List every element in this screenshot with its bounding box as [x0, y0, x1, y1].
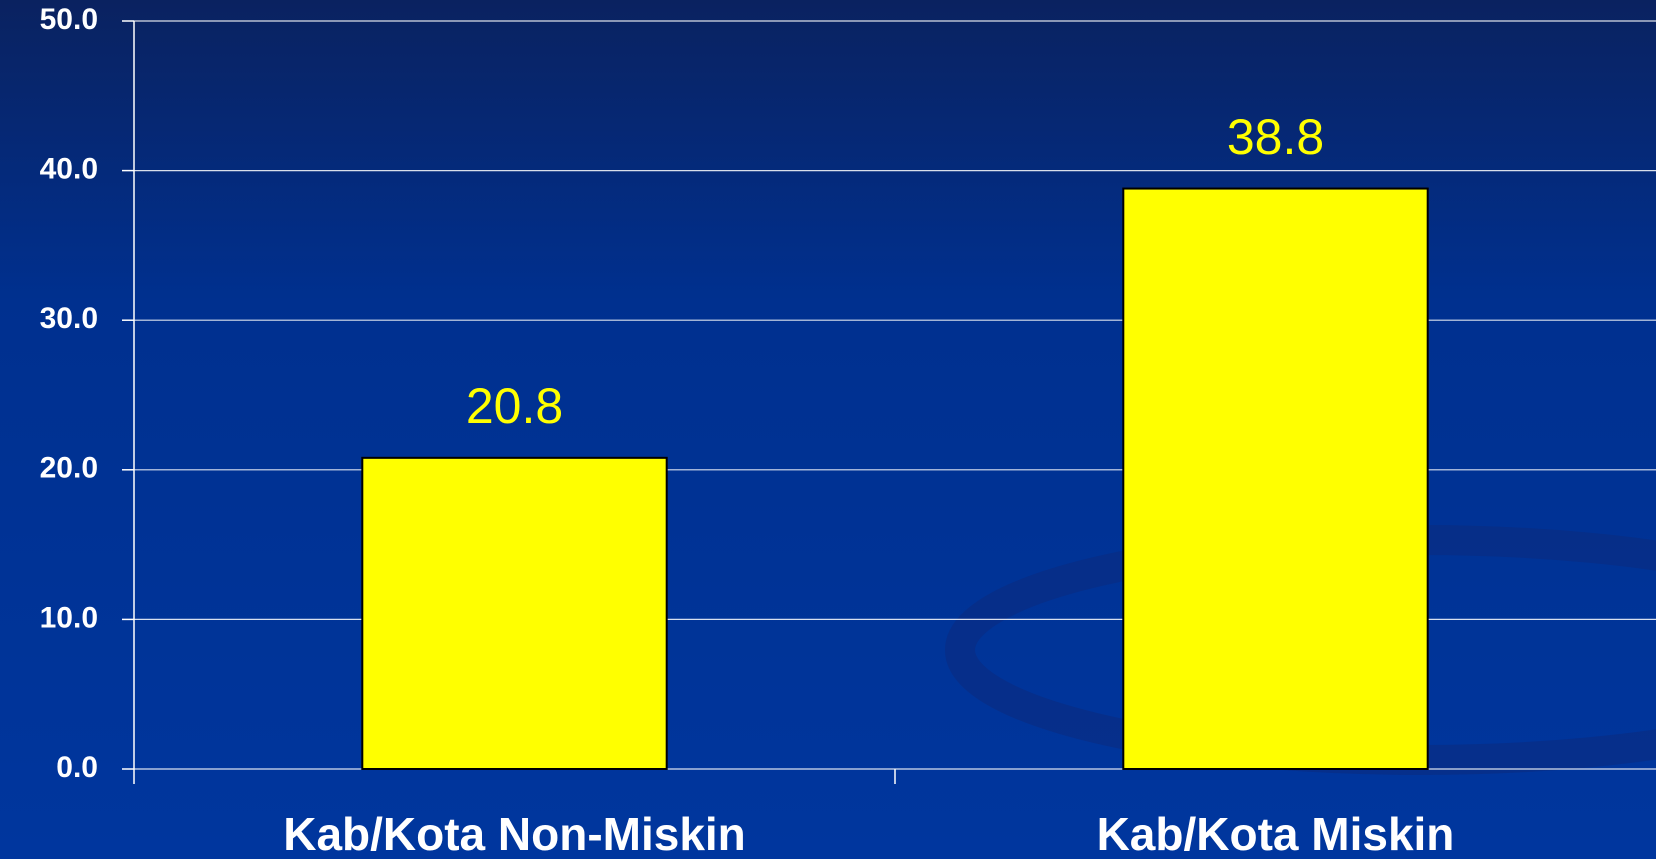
value-label: 38.8	[1227, 109, 1324, 165]
y-tick-label: 40.0	[40, 153, 98, 186]
x-tick-label: Kab/Kota Miskin	[1097, 808, 1455, 859]
bar	[1122, 187, 1429, 770]
y-tick-label: 10.0	[40, 601, 98, 634]
y-tick-label: 50.0	[40, 3, 98, 36]
y-tick-label: 20.0	[40, 452, 98, 485]
y-tick-label: 30.0	[40, 302, 98, 335]
y-tick-label: 0.0	[56, 751, 98, 784]
x-tick-label: Kab/Kota Non-Miskin	[283, 808, 746, 859]
value-label: 20.8	[466, 378, 563, 434]
bar	[361, 456, 668, 770]
